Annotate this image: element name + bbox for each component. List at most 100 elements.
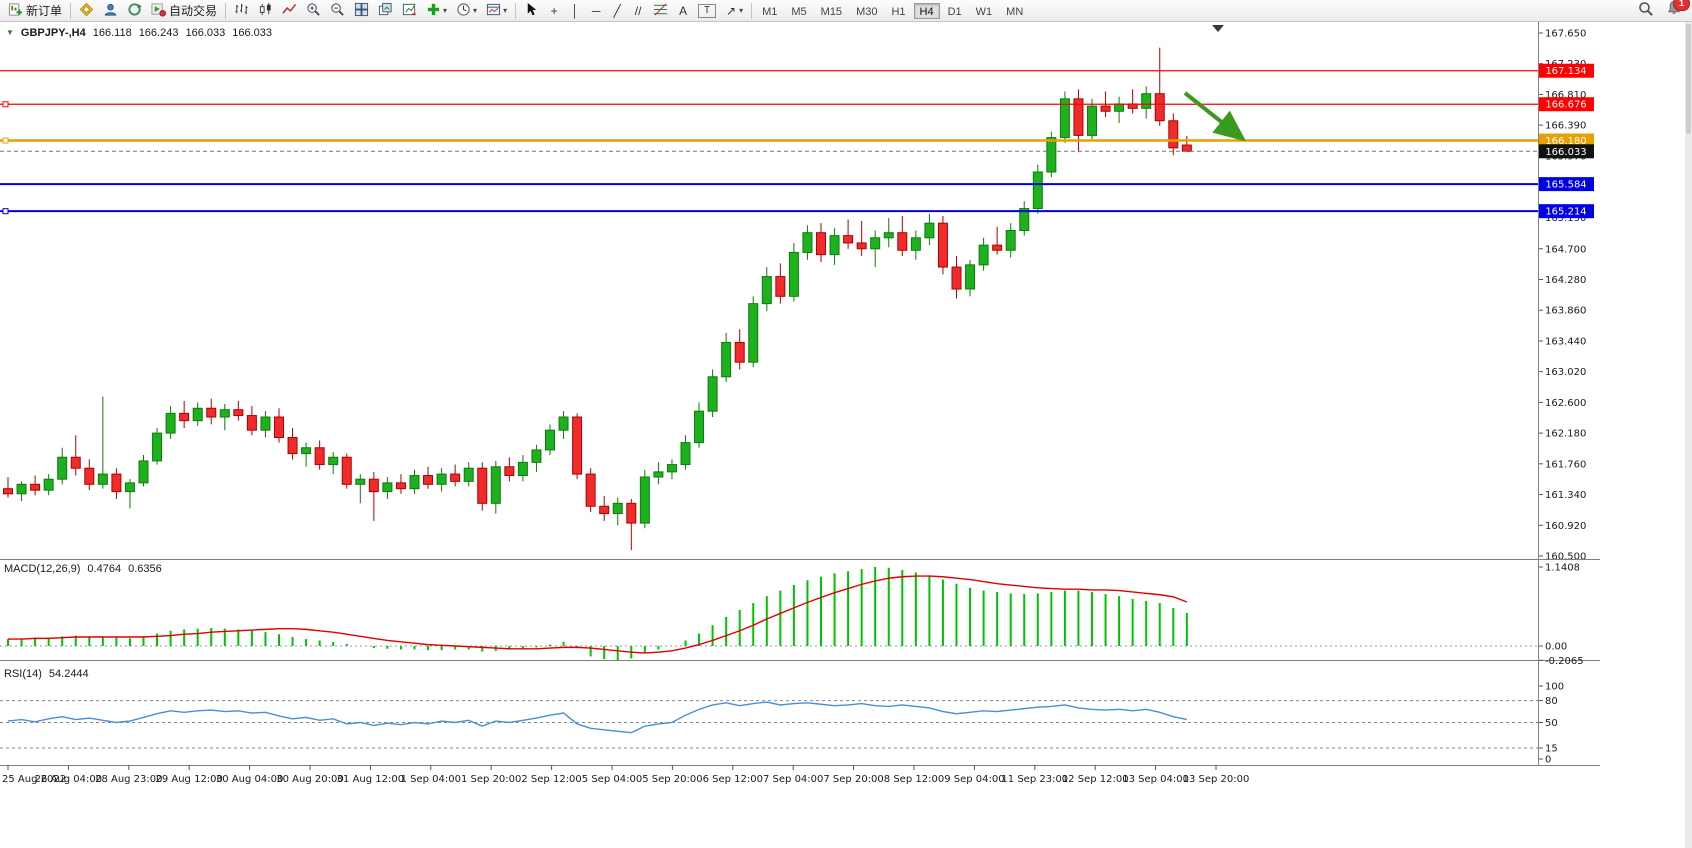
price-line-badge: 165.584 [1539,177,1594,192]
svg-text:-0.2065: -0.2065 [1545,656,1584,667]
channel-button[interactable]: // [628,1,648,21]
text-button[interactable]: A [673,1,693,21]
vertical-scrollbar[interactable] [1685,22,1692,848]
timeframe-MN[interactable]: MN [1000,3,1029,19]
scrollbar-thumb[interactable] [1686,24,1691,134]
candle [572,416,583,475]
svg-text:13 Sep 04:00: 13 Sep 04:00 [1122,774,1189,785]
zoom-out-button[interactable] [326,1,349,21]
chart-window: 167.650167.230166.810166.390165.970165.5… [0,22,1692,848]
rsi-axis: 100 80 50 150 [1539,682,1564,766]
chart-shift-button[interactable] [398,1,421,21]
line-handle[interactable] [2,208,9,215]
indicators-caret-icon[interactable]: ▾ [443,6,448,15]
svg-text:5 Sep 20:00: 5 Sep 20:00 [642,774,702,785]
text-label-button[interactable]: T [694,1,720,21]
profiles-button[interactable] [99,1,122,21]
candle [829,235,840,256]
timeframe-M5[interactable]: M5 [785,3,812,19]
rsi-pane [0,700,1538,749]
macd-axis: 1.1408 0.00 -0.2065 [1539,562,1584,667]
bar-chart-button[interactable] [230,1,253,21]
macd-signal-line [8,575,1188,654]
indicators-plus-icon [426,2,441,20]
line-handle[interactable] [2,101,9,108]
candle [612,502,623,515]
svg-text:1.1408: 1.1408 [1545,562,1580,573]
timeframe-D1[interactable]: D1 [942,3,968,19]
candle [1046,137,1057,173]
candle [599,505,610,515]
profiles-icon [103,2,118,20]
vertical-line-button[interactable]: │ [565,1,585,21]
indicators-button[interactable]: ▾ [422,1,451,21]
candle [274,416,284,439]
toolbar-separator [751,2,753,19]
refresh-icon [127,2,143,20]
timeframe-M15[interactable]: M15 [815,3,848,19]
line-chart-button[interactable] [278,1,301,21]
svg-text:160.500: 160.500 [1545,552,1586,563]
candlestick-chart-icon [258,2,273,20]
timeframe-M30[interactable]: M30 [850,3,883,19]
crosshair-button[interactable]: + [544,1,564,21]
price-line-badge: 166.180 [1539,133,1594,148]
candle [639,476,650,524]
svg-text:163.020: 163.020 [1545,367,1586,378]
candle [368,478,379,493]
notifications-button[interactable]: 1 [1666,0,1690,21]
new-order-button[interactable]: 新订单 [4,1,66,21]
candle [490,466,501,504]
fibonacci-button[interactable] [649,1,672,21]
svg-text:15: 15 [1545,744,1558,755]
svg-text:161.760: 161.760 [1545,459,1586,470]
svg-text:5 Sep 04:00: 5 Sep 04:00 [582,774,642,785]
timeframe-H4[interactable]: H4 [913,2,940,19]
crosshair-icon: + [550,3,558,18]
timeframe-H1[interactable]: H1 [885,3,911,19]
arrows-button[interactable]: ↗ ▾ [721,1,747,21]
line-chart-icon [282,2,297,20]
trendline-button[interactable]: ╱ [607,1,627,21]
refresh-button[interactable] [123,1,146,21]
candle [179,412,190,422]
candle [301,447,312,455]
line-handle[interactable] [2,137,9,144]
text-label-icon: T [698,3,717,18]
candle [382,482,393,493]
one-click-trading-toggle[interactable]: ▼ [6,28,14,37]
chart-shift-marker[interactable] [1212,25,1224,32]
candlestick-chart-button[interactable] [254,1,277,21]
tile-windows-icon [354,2,369,20]
timeframe-W1[interactable]: W1 [970,3,999,19]
candle [152,432,163,462]
periods-button[interactable]: ▾ [452,1,481,21]
fibonacci-icon [653,2,668,20]
periods-caret-icon[interactable]: ▾ [473,6,478,15]
price-line-badge: 166.033 [1539,144,1594,159]
tile-windows-button[interactable] [350,1,373,21]
clock-icon [456,2,471,20]
candle [287,437,298,455]
timeframe-M1[interactable]: M1 [756,3,783,19]
svg-text:163.440: 163.440 [1545,336,1586,347]
candle [802,232,813,253]
auto-arrange-button[interactable] [374,1,397,21]
templates-button[interactable]: ▾ [482,1,511,21]
autotrading-button[interactable]: 自动交易 [147,1,221,21]
candle [707,376,718,412]
candle [328,456,339,466]
object-lines-layer [0,70,1538,215]
metaeditor-button[interactable] [75,1,98,21]
arrows-caret-icon[interactable]: ▾ [739,6,744,15]
macd-signal-value: 0.6356 [128,563,162,575]
zoom-in-button[interactable] [302,1,325,21]
search-button[interactable] [1634,1,1658,21]
annotation-arrow[interactable] [1183,91,1247,142]
horizontal-line-button[interactable]: ─ [586,1,606,21]
candle [1154,93,1165,122]
svg-text:163.860: 163.860 [1545,306,1586,317]
templates-caret-icon[interactable]: ▾ [503,6,508,15]
cursor-button[interactable] [520,1,543,21]
